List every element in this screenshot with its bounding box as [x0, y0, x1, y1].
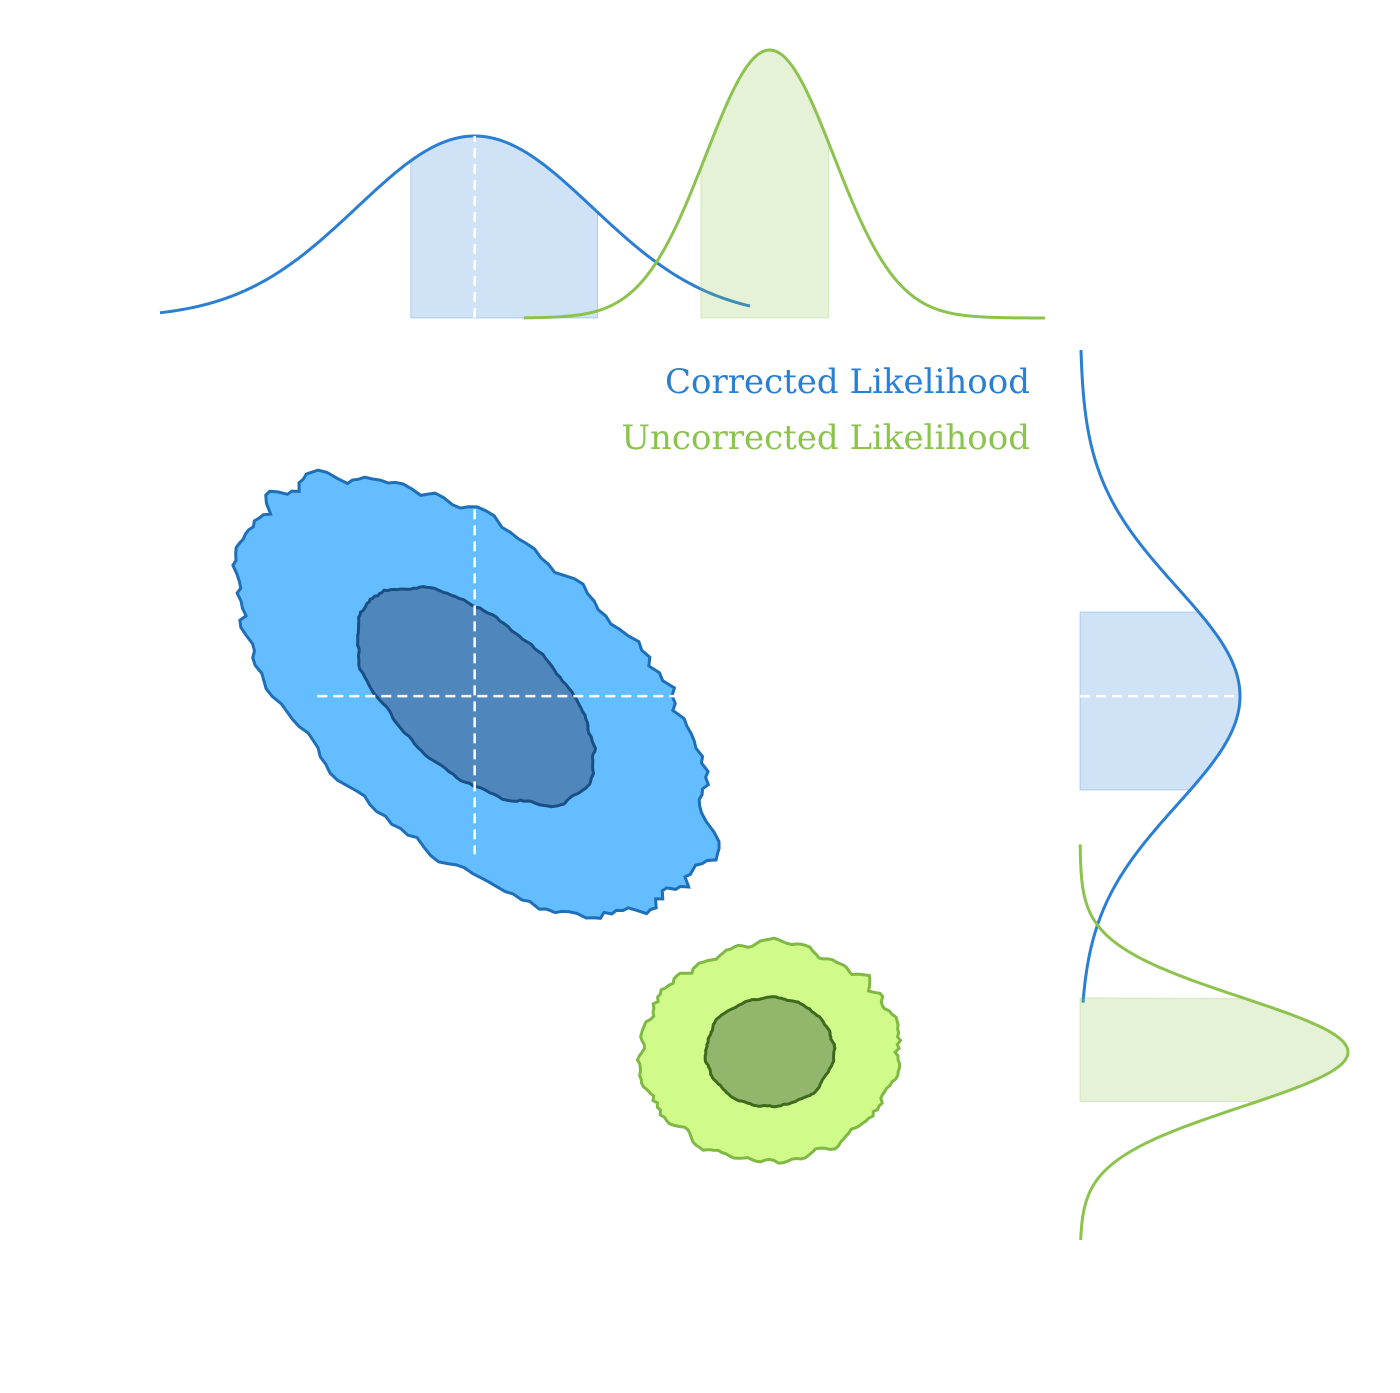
- right-marginal-curve-1: [1078, 844, 1350, 1241]
- right-marginal-interval-0: [1079, 611, 1241, 791]
- right-marginal-interval-1: [1079, 997, 1349, 1103]
- right-marginal-curve-0: [1079, 349, 1242, 1003]
- legend-entry-uncorrected: Uncorrected Likelihood: [621, 418, 1030, 458]
- contour-1sigma-1: [703, 995, 837, 1109]
- top-marginal-interval-0: [410, 135, 599, 319]
- right-marginal-panel: [1078, 349, 1350, 1241]
- top-marginal-curve-0: [159, 134, 751, 315]
- legend-entry-corrected: Corrected Likelihood: [665, 362, 1030, 402]
- top-marginal-panel: [159, 48, 1046, 320]
- legend: Corrected Likelihood Uncorrected Likelih…: [621, 362, 1030, 458]
- joint-contour-panel: [231, 468, 903, 1165]
- top-marginal-interval-1: [700, 49, 830, 319]
- top-marginal-curve-1: [523, 48, 1046, 320]
- contour-1sigma-0: [356, 585, 598, 809]
